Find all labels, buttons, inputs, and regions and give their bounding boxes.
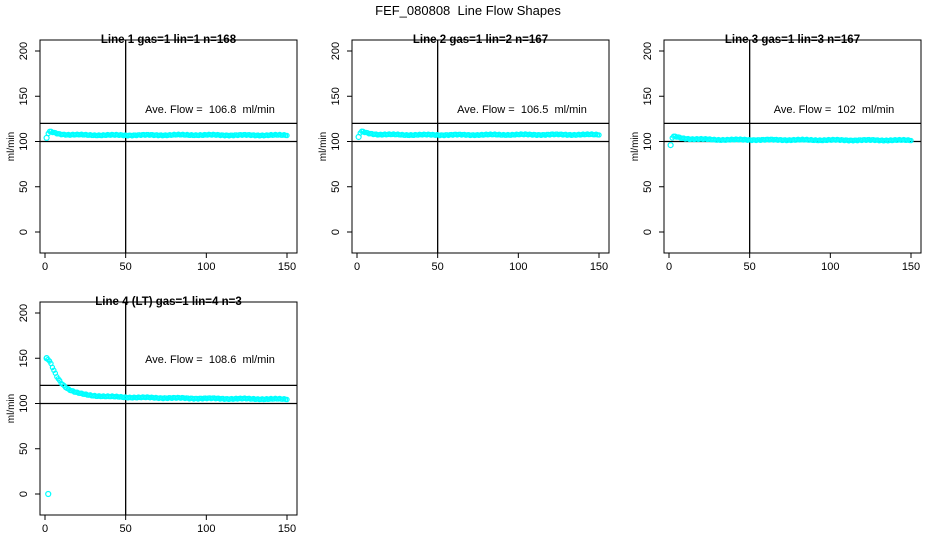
ave-flow-annotation-line-4: Ave. Flow = 108.6 ml/min	[145, 354, 275, 366]
points-series	[667, 133, 914, 149]
panel-line-1: Line 1 gas=1 lin=1 n=168 Ave. Flow = 106…	[0, 14, 312, 284]
x-tick-label: 0	[42, 261, 48, 270]
ave-flow-annotation-line-3: Ave. Flow = 102 ml/min	[773, 104, 895, 116]
open-data-point	[43, 355, 50, 362]
panel-line-2: Line 2 gas=1 lin=2 n=167 Ave. Flow = 106…	[312, 14, 624, 284]
y-axis: 0 50 100 150 200 ml/min	[6, 304, 40, 497]
y-tick-label: 0	[330, 229, 342, 235]
plot-box	[39, 301, 298, 516]
reference-lines	[664, 40, 921, 253]
panel-line-3: Line 3 gas=1 lin=3 n=167 Ave. Flow = 102…	[624, 14, 936, 284]
x-tick-label: 100	[509, 261, 527, 270]
points-series	[355, 128, 602, 141]
y-tick-label: 100	[18, 132, 30, 150]
y-tick-label: 100	[642, 132, 654, 150]
y-axis: 0 50 100 150 200 ml/min	[318, 42, 352, 235]
y-axis: 0 50 100 150 200 ml/min	[6, 42, 40, 235]
panel-line-4: Line 4 (LT) gas=1 lin=4 n=3 Ave. Flow = …	[0, 276, 312, 540]
open-data-point	[45, 490, 52, 498]
y-tick-label: 150	[642, 87, 654, 105]
plot-box	[351, 39, 610, 254]
plot-area-line-3: 0 50 100 150 0 50 100 150 200 ml/min	[630, 39, 922, 270]
y-axis-label: ml/min	[6, 394, 17, 423]
y-tick-label: 200	[18, 42, 30, 60]
x-tick-label: 50	[744, 261, 756, 270]
open-data-point	[355, 133, 362, 141]
plot-box	[39, 39, 298, 254]
x-tick-label: 100	[197, 523, 215, 532]
y-tick-label: 100	[18, 394, 30, 412]
plot-area-line-4: 0 50 100 150 0 50 100 150 200 ml/min	[6, 301, 298, 532]
plot-area-line-2: 0 50 100 150 0 50 100 150 200 ml/min	[318, 39, 610, 270]
y-axis-label: ml/min	[6, 132, 17, 161]
y-tick-label: 50	[18, 181, 30, 193]
reference-lines	[40, 302, 297, 515]
y-tick-label: 0	[18, 229, 30, 235]
y-tick-label: 100	[330, 132, 342, 150]
x-tick-label: 150	[278, 261, 296, 270]
y-axis: 0 50 100 150 200 ml/min	[630, 42, 664, 235]
reference-lines	[40, 40, 297, 253]
page-title: FEF_080808 Line Flow Shapes	[375, 3, 561, 18]
points-series	[43, 354, 290, 498]
x-tick-label: 50	[120, 523, 132, 532]
x-tick-label: 0	[666, 261, 672, 270]
x-tick-label: 150	[902, 261, 920, 270]
x-tick-label: 0	[42, 523, 48, 532]
y-tick-label: 50	[18, 443, 30, 455]
ave-flow-annotation-line-2: Ave. Flow = 106.5 ml/min	[457, 104, 587, 116]
plot-box	[663, 39, 922, 254]
y-tick-label: 150	[18, 349, 30, 367]
x-tick-label: 100	[821, 261, 839, 270]
y-tick-label: 150	[18, 87, 30, 105]
y-tick-label: 200	[330, 42, 342, 60]
plot-area-line-1: 0 50 100 150 0 50 100 150 200 ml/min	[6, 39, 298, 270]
y-tick-label: 50	[330, 181, 342, 193]
y-tick-label: 50	[642, 181, 654, 193]
reference-lines	[352, 40, 609, 253]
x-tick-label: 150	[278, 523, 296, 532]
x-axis: 0 50 100 150	[354, 253, 608, 270]
x-axis: 0 50 100 150	[42, 515, 296, 532]
open-data-point	[43, 134, 50, 141]
x-tick-label: 100	[197, 261, 215, 270]
y-axis-label: ml/min	[630, 132, 641, 161]
x-tick-label: 50	[432, 261, 444, 270]
y-tick-label: 150	[330, 87, 342, 105]
x-axis: 0 50 100 150	[42, 253, 296, 270]
y-tick-label: 200	[642, 42, 654, 60]
x-tick-label: 150	[590, 261, 608, 270]
y-tick-label: 0	[18, 491, 30, 497]
x-axis: 0 50 100 150	[666, 253, 920, 270]
y-axis-label: ml/min	[318, 132, 329, 161]
points-series	[43, 128, 290, 141]
x-tick-label: 50	[120, 261, 132, 270]
y-tick-label: 200	[18, 304, 30, 322]
x-tick-label: 0	[354, 261, 360, 270]
ave-flow-annotation-line-1: Ave. Flow = 106.8 ml/min	[145, 104, 275, 116]
y-tick-label: 0	[642, 229, 654, 235]
open-data-point	[667, 142, 674, 149]
